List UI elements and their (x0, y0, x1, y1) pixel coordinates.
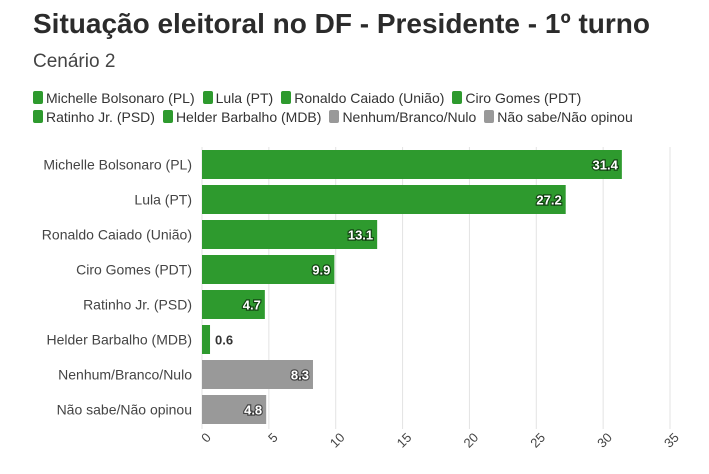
tick-label: 35 (661, 430, 682, 451)
legend-item: Michelle Bolsonaro (PL) (33, 90, 195, 106)
legend-item: Nenhum/Branco/Nulo (329, 109, 476, 125)
bar (202, 360, 313, 389)
chart-subtitle: Cenário 2 (33, 51, 116, 72)
category-label: Ciro Gomes (PDT) (76, 262, 192, 278)
legend-swatch (33, 91, 43, 104)
legend-swatch (452, 91, 463, 104)
tick-label: 15 (394, 430, 415, 451)
data-label: 0.6 (215, 333, 233, 348)
bar (202, 255, 335, 284)
legend-row-2: Ratinho Jr. (PSD) Helder Barbalho (MDB) … (33, 107, 693, 126)
data-label: 8.3 (291, 368, 309, 383)
legend-item: Ronaldo Caiado (União) (281, 90, 444, 106)
legend-item: Lula (PT) (202, 89, 274, 106)
legend-label: Lula (PT) (215, 89, 274, 106)
legend-row-1: Michelle Bolsonaro (PL) Lula (PT) Ronald… (33, 88, 693, 107)
data-label: 13.1 (348, 228, 373, 243)
legend-swatch (33, 110, 43, 123)
legend-label: Ronaldo Caiado (União) (294, 89, 445, 106)
bar (202, 150, 622, 179)
category-label: Helder Barbalho (MDB) (47, 332, 193, 348)
legend-item: Não sabe/Não opinou (484, 108, 633, 125)
bar (202, 220, 378, 249)
legend: Michelle Bolsonaro (PL) Lula (PT) Ronald… (33, 88, 693, 126)
category-label: Michelle Bolsonaro (PL) (43, 157, 192, 173)
data-label: 31.4 (593, 158, 619, 173)
legend-swatch (202, 91, 213, 104)
legend-label: Michelle Bolsonaro (PL) (46, 89, 195, 106)
category-label: Nenhum/Branco/Nulo (58, 367, 192, 383)
legend-swatch (329, 110, 340, 123)
category-label: Ratinho Jr. (PSD) (83, 297, 192, 313)
tick-label: 0 (198, 430, 214, 446)
data-label: 9.9 (312, 263, 330, 278)
tick-label: 25 (527, 430, 548, 451)
data-label: 4.8 (244, 403, 262, 418)
legend-label: Nenhum/Branco/Nulo (342, 108, 477, 125)
category-label: Ronaldo Caiado (União) (42, 227, 192, 243)
bar (202, 325, 211, 354)
bar (202, 290, 265, 319)
category-label: Não sabe/Não opinou (57, 402, 192, 418)
data-label: 4.7 (243, 298, 261, 313)
legend-label: Não sabe/Não opinou (497, 108, 633, 125)
legend-item: Ciro Gomes (PDT) (452, 90, 581, 106)
legend-swatch (162, 110, 173, 123)
legend-item: Helder Barbalho (MDB) (162, 108, 322, 125)
data-label: 27.2 (536, 193, 561, 208)
legend-label: Ratinho Jr. (PSD) (46, 108, 155, 125)
tick-label: 10 (327, 430, 348, 451)
bar (202, 395, 267, 424)
legend-swatch (484, 110, 495, 123)
legend-label: Helder Barbalho (MDB) (175, 108, 322, 125)
chart-title: Situação eleitoral no DF - Presidente - … (33, 8, 650, 39)
tick-label: 20 (460, 430, 481, 451)
tick-label: 30 (594, 430, 615, 451)
tick-label: 5 (265, 430, 281, 446)
legend-label: Ciro Gomes (PDT) (465, 89, 582, 106)
category-label: Lula (PT) (134, 192, 192, 208)
legend-swatch (281, 91, 292, 104)
legend-item: Ratinho Jr. (PSD) (33, 109, 155, 125)
bar (202, 185, 566, 214)
